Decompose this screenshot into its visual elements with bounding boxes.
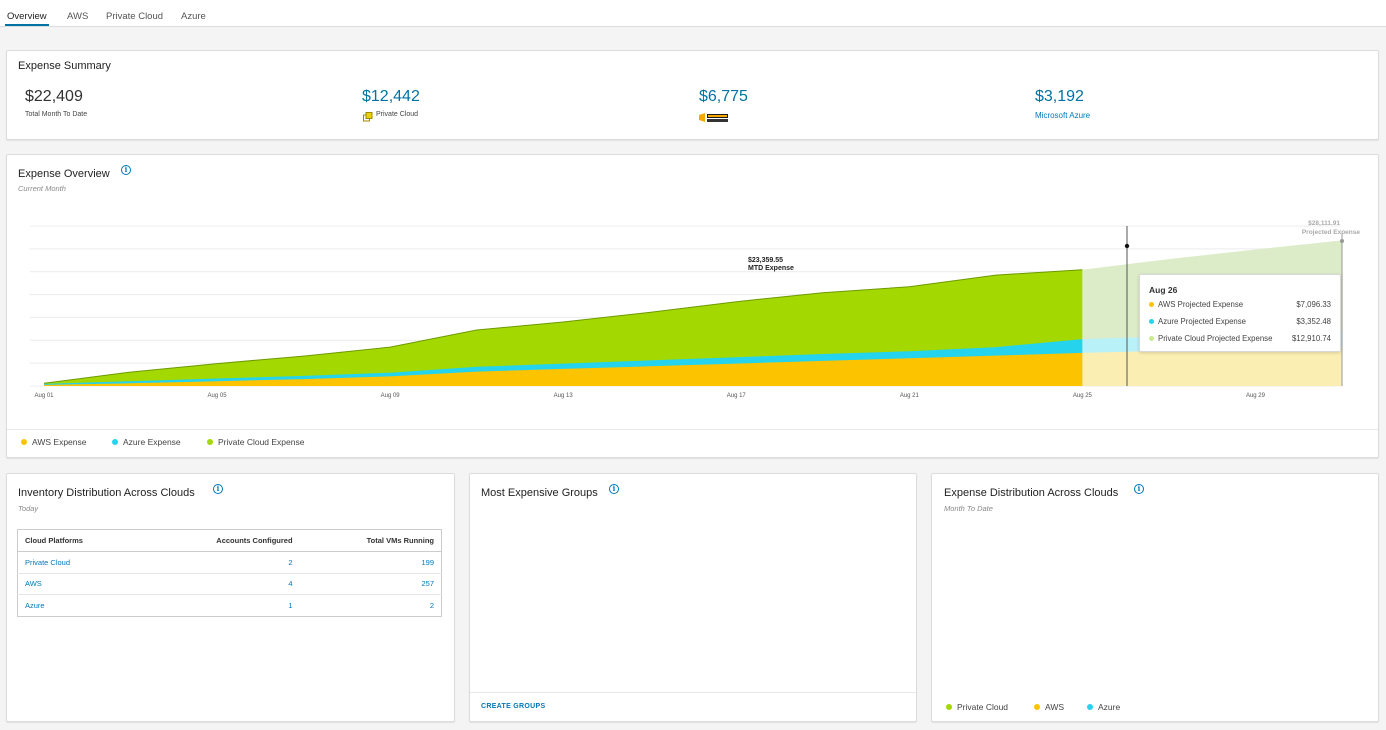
accounts-link[interactable]: 1 xyxy=(288,600,293,610)
table-row: Private Cloud 2 199 xyxy=(17,551,442,574)
aws-dot xyxy=(1149,302,1154,307)
private-cloud-value[interactable]: $12,442 xyxy=(362,88,420,105)
table-row: AWS 4 257 xyxy=(17,573,442,595)
info-icon[interactable]: i xyxy=(121,165,131,175)
col-total-vms: Total VMs Running xyxy=(299,529,442,552)
expense-overview-subtitle: Current Month xyxy=(18,184,66,193)
create-groups-link[interactable]: CREATE GROUPS xyxy=(481,703,546,710)
total-month-value: $22,409 xyxy=(25,88,83,105)
aws-dot xyxy=(1034,704,1040,710)
aws-value[interactable]: $6,775 xyxy=(699,88,748,105)
tooltip-aws-label: AWS Projected Expense xyxy=(1158,300,1244,309)
legend-label: AWS xyxy=(1045,702,1065,712)
private-cloud-label: Private Cloud xyxy=(376,111,419,118)
expensive-groups-card: Most Expensive Groups i xyxy=(469,473,917,722)
legend-aws-label: AWS Expense xyxy=(32,437,87,447)
legend-private-cloud[interactable]: Private Cloud Expense xyxy=(207,437,304,447)
private-cloud-dot xyxy=(1149,336,1154,341)
tooltip-aws-value: $7,096.33 xyxy=(1296,300,1331,309)
tab-overview[interactable]: Overview xyxy=(5,11,49,26)
tab-azure[interactable]: Azure xyxy=(181,11,206,22)
tooltip-row-private: Private Cloud Projected Expense $12,910.… xyxy=(1149,334,1331,343)
expense-overview-title: Expense Overview xyxy=(18,168,110,180)
inventory-card: Inventory Distribution Across Clouds i T… xyxy=(6,473,455,722)
azure-dot xyxy=(1087,704,1093,710)
info-icon[interactable]: i xyxy=(609,484,619,494)
total-month-label: Total Month To Date xyxy=(25,111,88,118)
tab-aws[interactable]: AWS xyxy=(67,11,89,22)
distribution-subtitle: Month To Date xyxy=(944,504,993,513)
expense-summary-title: Expense Summary xyxy=(18,60,111,72)
tooltip-azure-label: Azure Projected Expense xyxy=(1158,317,1246,326)
accounts-link[interactable]: 4 xyxy=(143,573,300,595)
expensive-groups-title: Most Expensive Groups xyxy=(481,487,598,499)
info-icon[interactable]: i xyxy=(1134,484,1144,494)
legend-azure-label: Azure Expense xyxy=(123,437,181,447)
tooltip-date: Aug 26 xyxy=(1149,285,1178,295)
inventory-title: Inventory Distribution Across Clouds xyxy=(18,487,195,499)
tooltip-row-aws: AWS Projected Expense $7,096.33 xyxy=(1149,300,1331,309)
expense-summary-card: Expense Summary $22,409 Total Month To D… xyxy=(6,50,1379,140)
tooltip-private-value: $12,910.74 xyxy=(1291,334,1331,343)
vms-link[interactable]: 257 xyxy=(299,573,442,595)
azure-dot xyxy=(112,439,118,445)
legend-label: Private Cloud xyxy=(957,702,1009,712)
legend-private-cloud-label: Private Cloud Expense xyxy=(218,437,305,447)
table-header-row: Cloud Platforms Accounts Configured Tota… xyxy=(17,529,442,552)
azure-dot xyxy=(1149,319,1154,324)
platform-link[interactable]: AWS xyxy=(17,573,144,595)
platform-link[interactable]: Azure xyxy=(25,600,45,610)
tooltip-private-label: Private Cloud Projected Expense xyxy=(1158,334,1273,343)
legend-label: Azure xyxy=(1098,702,1121,712)
chart-tooltip: Aug 26 AWS Projected Expense $7,096.33 A… xyxy=(1139,274,1341,352)
private-cloud-dot xyxy=(946,704,952,710)
azure-label[interactable]: Microsoft Azure xyxy=(1035,111,1091,120)
legend-azure[interactable]: Azure Expense xyxy=(112,437,181,447)
legend-private-cloud[interactable]: Private Cloud xyxy=(946,702,1008,712)
legend-aws[interactable]: AWS Expense xyxy=(21,437,87,447)
azure-value[interactable]: $3,192 xyxy=(1035,88,1084,105)
private-cloud-dot xyxy=(207,439,213,445)
col-accounts-configured: Accounts Configured xyxy=(143,529,300,552)
col-cloud-platforms: Cloud Platforms xyxy=(17,529,144,552)
distribution-card: Expense Distribution Across Clouds i Mon… xyxy=(931,473,1379,722)
aws-logo xyxy=(699,110,729,122)
tooltip-row-azure: Azure Projected Expense $3,352.48 xyxy=(1149,317,1331,326)
card-footer-divider xyxy=(470,692,916,693)
inventory-table: Cloud Platforms Accounts Configured Tota… xyxy=(17,529,442,617)
platform-link[interactable]: Private Cloud xyxy=(17,551,144,574)
legend-aws[interactable]: AWS xyxy=(1034,702,1064,712)
tab-bar: Overview AWS Private Cloud Azure xyxy=(0,0,1386,27)
tab-private-cloud[interactable]: Private Cloud xyxy=(106,11,164,22)
aws-dot xyxy=(21,439,27,445)
table-row: Azure 1 2 xyxy=(18,595,442,617)
vms-link[interactable]: 199 xyxy=(299,551,442,574)
private-cloud-icon xyxy=(363,109,373,122)
accounts-link[interactable]: 2 xyxy=(143,551,300,574)
tooltip-azure-value: $3,352.48 xyxy=(1296,317,1331,326)
legend-azure[interactable]: Azure xyxy=(1087,702,1120,712)
info-icon[interactable]: i xyxy=(213,484,223,494)
inventory-subtitle: Today xyxy=(18,504,39,513)
vms-link[interactable]: 2 xyxy=(429,600,434,610)
distribution-title: Expense Distribution Across Clouds xyxy=(944,487,1119,499)
legend-divider xyxy=(7,429,1378,430)
